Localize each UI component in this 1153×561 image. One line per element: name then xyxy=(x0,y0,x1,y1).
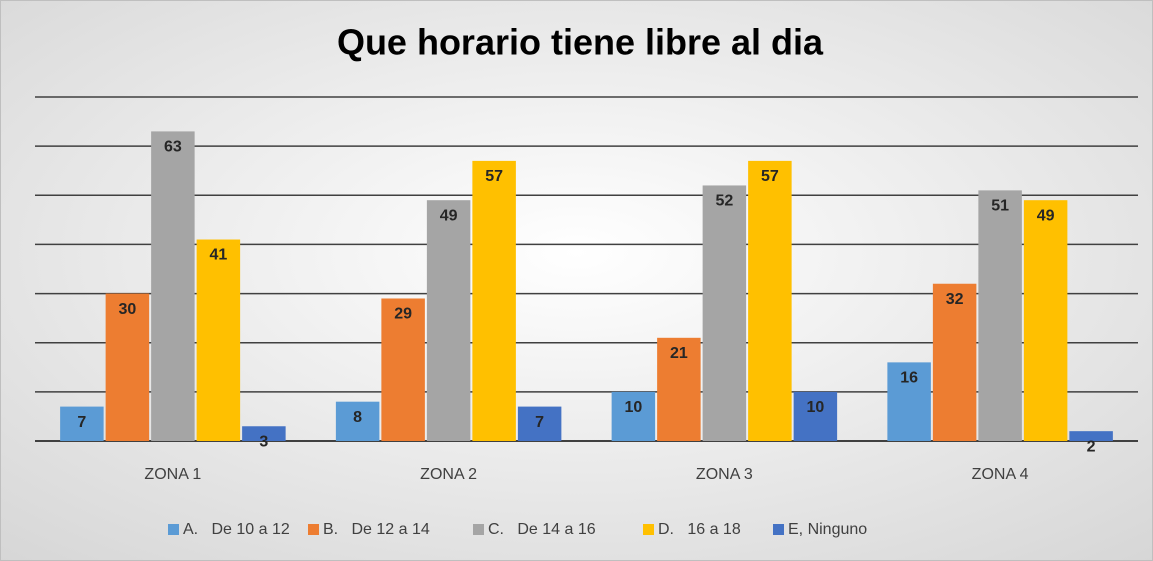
bar xyxy=(472,160,516,441)
x-tick-label: ZONA 4 xyxy=(972,466,1029,483)
bar xyxy=(381,298,425,441)
data-label: 21 xyxy=(670,345,688,362)
legend-swatch xyxy=(643,524,654,535)
data-label: 49 xyxy=(1037,207,1055,224)
bar xyxy=(335,401,380,441)
data-label: 51 xyxy=(991,198,1009,215)
bar xyxy=(611,391,656,441)
bar xyxy=(793,391,838,441)
bar xyxy=(1023,200,1068,441)
data-label: 16 xyxy=(900,370,918,387)
bar xyxy=(426,200,471,441)
legend-swatch xyxy=(473,524,484,535)
bar xyxy=(657,337,701,441)
data-label: 32 xyxy=(946,291,964,308)
x-tick-label: ZONA 3 xyxy=(696,466,753,483)
bar xyxy=(887,362,931,441)
data-label: 10 xyxy=(806,399,824,416)
chart-title: Que horario tiene libre al dia xyxy=(337,22,824,63)
data-label: 63 xyxy=(164,139,182,156)
data-label: 10 xyxy=(624,399,642,416)
bar xyxy=(151,131,195,441)
legend-swatch xyxy=(773,524,784,535)
bar xyxy=(748,160,792,441)
data-label: 7 xyxy=(77,414,86,431)
legend-swatch xyxy=(168,524,179,535)
bar xyxy=(242,426,286,441)
legend-label: B. De 12 a 14 xyxy=(323,521,430,538)
bar xyxy=(105,293,150,441)
legend-label: E, Ninguno xyxy=(788,521,867,538)
x-tick-label: ZONA 2 xyxy=(420,466,477,483)
legend-label: D. 16 a 18 xyxy=(658,521,741,538)
data-label: 2 xyxy=(1087,438,1096,455)
legend-swatch xyxy=(308,524,319,535)
data-label: 41 xyxy=(209,247,227,264)
data-label: 49 xyxy=(440,207,458,224)
bar xyxy=(932,283,977,441)
bar xyxy=(517,406,562,441)
bar xyxy=(196,239,241,441)
bar xyxy=(60,406,104,441)
bar xyxy=(702,185,747,441)
data-label: 57 xyxy=(761,168,779,185)
data-label: 3 xyxy=(259,433,268,450)
x-tick-label: ZONA 1 xyxy=(144,466,201,483)
data-label: 7 xyxy=(535,414,544,431)
data-label: 8 xyxy=(353,409,362,426)
data-label: 52 xyxy=(715,193,733,210)
legend-label: A. De 10 a 12 xyxy=(183,521,290,538)
bar xyxy=(1069,431,1113,441)
data-label: 29 xyxy=(394,306,412,323)
data-label: 57 xyxy=(485,168,503,185)
legend-label: C. De 14 a 16 xyxy=(488,521,596,538)
data-label: 30 xyxy=(118,301,136,318)
bar xyxy=(978,190,1022,441)
